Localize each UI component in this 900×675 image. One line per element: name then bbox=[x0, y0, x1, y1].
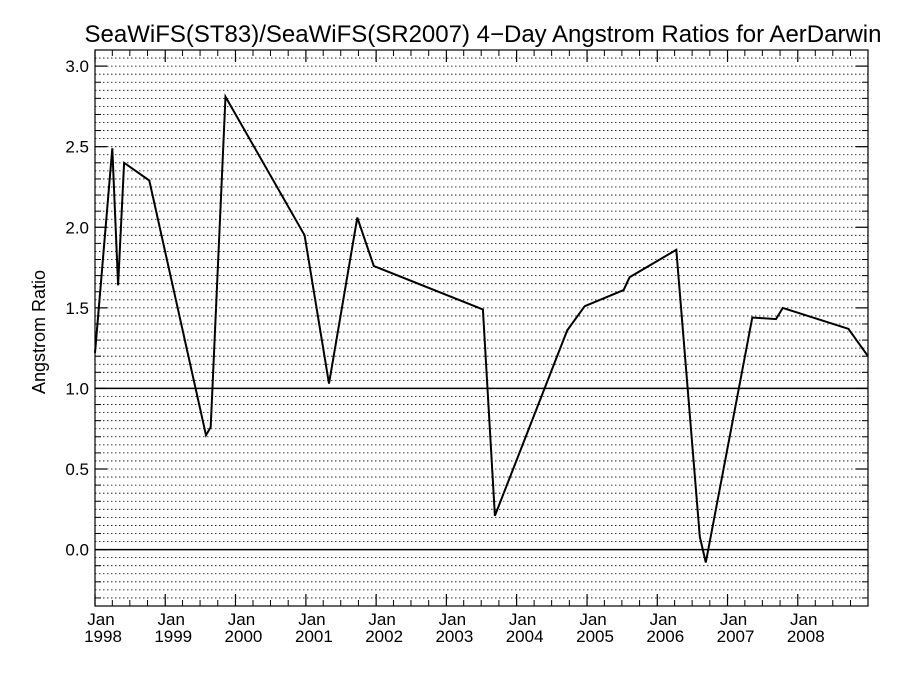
x-tick-month-label: Jan bbox=[439, 610, 466, 629]
y-axis-label: Angstrom Ratio bbox=[29, 270, 49, 394]
y-tick-label: 1.5 bbox=[65, 299, 89, 318]
x-tick-labels: Jan1998Jan1999Jan2000Jan2001Jan2002Jan20… bbox=[84, 610, 825, 646]
x-tick-year-label: 2005 bbox=[576, 627, 614, 646]
y-tick-label: 1.0 bbox=[65, 379, 89, 398]
x-tick-month-label: Jan bbox=[650, 610, 677, 629]
x-tick-year-label: 2006 bbox=[646, 627, 684, 646]
y-tick-label: 2.0 bbox=[65, 218, 89, 237]
y-tick-label: 0.0 bbox=[65, 541, 89, 560]
plot-frame bbox=[94, 49, 869, 607]
x-tick-month-label: Jan bbox=[228, 610, 255, 629]
series-line bbox=[94, 93, 869, 563]
x-tick-month-label: Jan bbox=[158, 610, 185, 629]
x-tick-month-label: Jan bbox=[509, 610, 536, 629]
x-tick-month-label: Jan bbox=[87, 610, 114, 629]
axis-ticks bbox=[94, 49, 868, 606]
x-tick-year-label: 2001 bbox=[295, 627, 333, 646]
x-tick-year-label: 2004 bbox=[506, 627, 544, 646]
y-tick-label: 3.0 bbox=[65, 57, 89, 76]
x-tick-year-label: 2008 bbox=[787, 627, 825, 646]
x-tick-month-label: Jan bbox=[720, 610, 747, 629]
y-tick-label: 2.5 bbox=[65, 138, 89, 157]
x-tick-month-label: Jan bbox=[790, 610, 817, 629]
x-tick-year-label: 1998 bbox=[84, 627, 122, 646]
x-tick-month-label: Jan bbox=[298, 610, 325, 629]
series-layer bbox=[94, 93, 869, 563]
x-tick-month-label: Jan bbox=[368, 610, 395, 629]
x-tick-year-label: 2003 bbox=[435, 627, 473, 646]
x-tick-year-label: 1999 bbox=[154, 627, 192, 646]
x-tick-month-label: Jan bbox=[579, 610, 606, 629]
y-tick-label: 0.5 bbox=[65, 460, 89, 479]
x-tick-year-label: 2000 bbox=[225, 627, 263, 646]
x-tick-year-label: 2007 bbox=[717, 627, 755, 646]
x-tick-year-label: 2002 bbox=[365, 627, 403, 646]
chart-title: SeaWiFS(ST83)/SeaWiFS(SR2007) 4−Day Angs… bbox=[85, 21, 882, 48]
y-tick-labels: 0.0 0.5 1.0 1.5 2.0 2.5 3.0 bbox=[65, 57, 89, 559]
